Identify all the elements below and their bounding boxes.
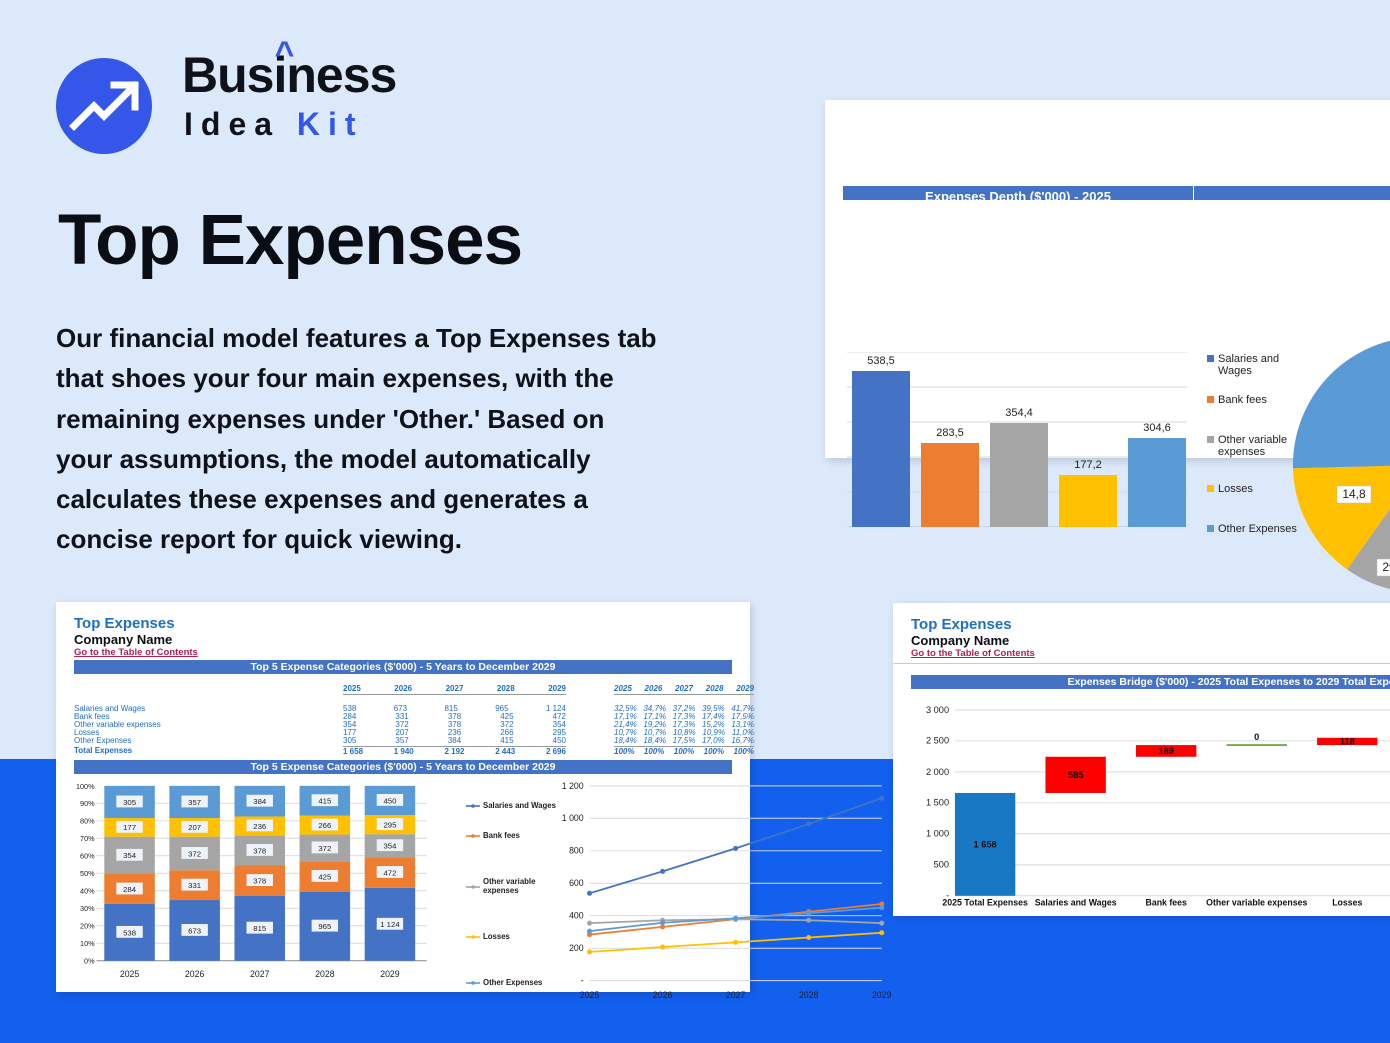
svg-text:600: 600 bbox=[569, 878, 584, 888]
svg-text:2 000: 2 000 bbox=[926, 767, 949, 777]
svg-text:331: 331 bbox=[188, 881, 201, 890]
svg-text:357: 357 bbox=[188, 798, 201, 807]
svg-text:-: - bbox=[581, 976, 584, 986]
svg-text:2026: 2026 bbox=[653, 990, 673, 1000]
svg-text:Bank fees: Bank fees bbox=[1146, 898, 1187, 908]
svg-text:372: 372 bbox=[318, 844, 331, 853]
svg-text:Salaries and Wages: Salaries and Wages bbox=[1035, 898, 1117, 908]
svg-text:2025: 2025 bbox=[120, 969, 140, 979]
svg-text:70%: 70% bbox=[80, 834, 95, 843]
svg-text:3 000: 3 000 bbox=[926, 705, 949, 715]
svg-text:Other variable expenses: Other variable expenses bbox=[1206, 898, 1307, 908]
svg-text:0: 0 bbox=[1254, 732, 1259, 742]
svg-text:538: 538 bbox=[123, 928, 136, 937]
svg-text:118: 118 bbox=[1340, 736, 1355, 746]
svg-text:1 500: 1 500 bbox=[926, 798, 949, 808]
svg-text:450: 450 bbox=[383, 796, 397, 805]
svg-text:80%: 80% bbox=[80, 817, 95, 826]
svg-text:14,8: 14,8 bbox=[1342, 487, 1366, 501]
svg-text:2029: 2029 bbox=[380, 969, 400, 979]
svg-text:415: 415 bbox=[318, 797, 331, 806]
svg-text:100%: 100% bbox=[76, 782, 95, 791]
svg-text:90%: 90% bbox=[80, 799, 95, 808]
svg-text:800: 800 bbox=[569, 846, 584, 856]
svg-text:354: 354 bbox=[123, 851, 137, 860]
svg-text:177,2: 177,2 bbox=[1074, 459, 1102, 471]
svg-text:538,5: 538,5 bbox=[867, 355, 895, 367]
svg-text:Losses: Losses bbox=[1332, 898, 1362, 908]
svg-text:1 200: 1 200 bbox=[562, 781, 584, 791]
svg-text:207: 207 bbox=[188, 823, 201, 832]
svg-text:29,5: 29,5 bbox=[1382, 560, 1390, 574]
svg-text:1 124: 1 124 bbox=[380, 920, 400, 929]
svg-text:50%: 50% bbox=[80, 869, 95, 878]
svg-text:283,5: 283,5 bbox=[936, 427, 964, 439]
svg-text:500: 500 bbox=[934, 860, 949, 870]
svg-text:384: 384 bbox=[253, 797, 267, 806]
svg-text:354,4: 354,4 bbox=[1005, 407, 1033, 419]
svg-text:60%: 60% bbox=[80, 852, 95, 861]
svg-text:425: 425 bbox=[318, 872, 331, 881]
svg-text:189: 189 bbox=[1158, 746, 1173, 756]
svg-text:200: 200 bbox=[569, 943, 584, 953]
svg-text:20%: 20% bbox=[80, 922, 95, 931]
svg-text:2025 Total Expenses: 2025 Total Expenses bbox=[942, 898, 1028, 908]
svg-text:304,6: 304,6 bbox=[1143, 422, 1171, 434]
svg-text:354: 354 bbox=[383, 842, 397, 851]
svg-text:40%: 40% bbox=[80, 887, 95, 896]
svg-text:0%: 0% bbox=[84, 957, 95, 966]
svg-text:378: 378 bbox=[253, 876, 266, 885]
svg-text:815: 815 bbox=[253, 924, 266, 933]
svg-text:378: 378 bbox=[253, 846, 266, 855]
svg-text:2026: 2026 bbox=[185, 969, 205, 979]
svg-text:1 658: 1 658 bbox=[974, 839, 997, 849]
svg-text:2028: 2028 bbox=[315, 969, 335, 979]
svg-text:295: 295 bbox=[383, 821, 396, 830]
svg-text:372: 372 bbox=[188, 849, 201, 858]
svg-text:30%: 30% bbox=[80, 904, 95, 913]
svg-text:2028: 2028 bbox=[799, 990, 819, 1000]
svg-text:284: 284 bbox=[123, 885, 137, 894]
svg-text:2025: 2025 bbox=[580, 990, 600, 1000]
svg-text:1 000: 1 000 bbox=[926, 829, 949, 839]
svg-text:266: 266 bbox=[318, 821, 331, 830]
svg-text:10%: 10% bbox=[80, 939, 95, 948]
svg-text:2 500: 2 500 bbox=[926, 736, 949, 746]
svg-text:585: 585 bbox=[1068, 770, 1083, 780]
svg-text:2027: 2027 bbox=[726, 990, 746, 1000]
svg-text:472: 472 bbox=[383, 868, 396, 877]
svg-text:673: 673 bbox=[188, 926, 201, 935]
svg-text:236: 236 bbox=[253, 822, 266, 831]
svg-text:965: 965 bbox=[318, 922, 331, 931]
svg-text:2029: 2029 bbox=[872, 990, 892, 1000]
svg-text:400: 400 bbox=[569, 911, 584, 921]
svg-text:305: 305 bbox=[123, 798, 136, 807]
svg-text:177: 177 bbox=[123, 823, 136, 832]
svg-text:2027: 2027 bbox=[250, 969, 270, 979]
svg-text:1 000: 1 000 bbox=[562, 813, 584, 823]
